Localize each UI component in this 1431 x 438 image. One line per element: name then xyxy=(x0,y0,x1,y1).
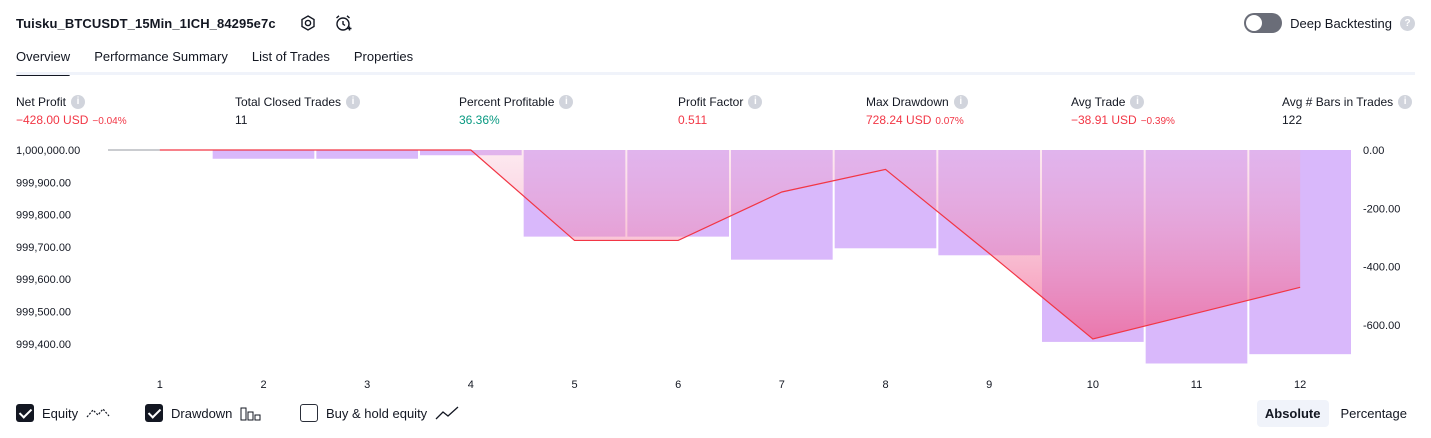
metric-label: Profit Factor xyxy=(678,94,744,109)
tabs-divider xyxy=(16,72,1415,75)
tab-list-of-trades[interactable]: List of Trades xyxy=(251,49,330,64)
report-header: Tuisku_BTCUSDT_15Min_1ICH_84295e7c Deep … xyxy=(0,0,1431,46)
metric-percent: −0.39% xyxy=(1140,116,1175,127)
legend-buy-hold[interactable]: Buy & hold equity xyxy=(300,404,459,422)
right-axis-tick: -400.00 xyxy=(1363,262,1400,274)
metric-percent: 0.07% xyxy=(935,116,964,127)
metric-percent-profitable: Percent Profitable i 36.36% xyxy=(459,94,574,127)
metric-label: Percent Profitable xyxy=(459,94,555,109)
settings-icon[interactable] xyxy=(298,13,318,33)
x-axis-tick: 10 xyxy=(1087,379,1099,391)
metric-net-profit: Net Profit i −428.00 USD −0.04% xyxy=(16,94,127,127)
x-axis-tick: 11 xyxy=(1191,379,1202,391)
metric-value: −38.91 USD xyxy=(1071,113,1137,127)
equity-area xyxy=(159,150,1301,339)
mode-absolute-button[interactable]: Absolute xyxy=(1256,400,1329,427)
metrics-row: Net Profit i −428.00 USD −0.04% Total Clos… xyxy=(0,94,1431,130)
drawdown-bar xyxy=(212,150,315,159)
metric-value: 36.36% xyxy=(459,113,500,127)
deep-backtesting-toggle[interactable] xyxy=(1244,13,1283,33)
right-axis-tick: -200.00 xyxy=(1363,203,1400,215)
metric-label: Net Profit xyxy=(16,94,67,109)
x-axis-tick: 3 xyxy=(364,379,370,391)
mode-percentage-button[interactable]: Percentage xyxy=(1340,406,1408,421)
x-axis-tick: 6 xyxy=(675,379,681,391)
drawdown-bar xyxy=(420,150,522,156)
equity-line xyxy=(159,149,1301,340)
x-axis-tick: 4 xyxy=(468,379,474,391)
left-axis-tick: 999,600.00 xyxy=(16,274,71,286)
x-axis-tick: 2 xyxy=(260,379,266,391)
metric-avg-trade: Avg Trade i −38.91 USD −0.39% xyxy=(1071,94,1175,127)
x-axis-tick: 7 xyxy=(779,379,785,391)
left-axis-tick: 999,900.00 xyxy=(16,177,71,189)
metric-label: Max Drawdown xyxy=(866,94,949,109)
left-axis-tick: 1,000,000.00 xyxy=(16,145,80,157)
x-axis-tick: 9 xyxy=(986,379,992,391)
buy-hold-line-icon xyxy=(435,406,459,420)
x-axis-tick: 8 xyxy=(882,379,888,391)
metric-value: 0.511 xyxy=(678,113,708,127)
info-icon[interactable]: i xyxy=(748,94,763,109)
x-axis-tick: 5 xyxy=(571,379,577,391)
left-axis-tick: 999,400.00 xyxy=(16,339,71,351)
legend-equity-label: Equity xyxy=(42,405,79,421)
right-axis-tick: 0.00 xyxy=(1363,145,1384,157)
legend-buy-hold-label: Buy & hold equity xyxy=(326,405,428,421)
metric-value: −428.00 USD xyxy=(16,113,89,127)
metric-max-drawdown: Max Drawdown i 728.24 USD 0.07% xyxy=(866,94,968,127)
deep-backtesting-control: Deep Backtesting ? xyxy=(1244,13,1415,33)
info-icon[interactable]: i xyxy=(71,94,86,109)
metric-value: 11 xyxy=(235,113,248,127)
buy-hold-checkbox[interactable] xyxy=(300,404,318,422)
legend-drawdown[interactable]: Drawdown xyxy=(145,404,262,422)
alarm-add-icon[interactable] xyxy=(333,13,353,33)
info-icon[interactable]: i xyxy=(1130,94,1145,109)
legend-drawdown-label: Drawdown xyxy=(171,405,233,421)
metric-value: 122 xyxy=(1282,113,1303,127)
metric-avg-bars-in-trades: Avg # Bars in Trades i 122 xyxy=(1282,94,1413,127)
drawdown-bars-icon xyxy=(240,407,261,421)
metric-percent: −0.04% xyxy=(92,116,127,127)
metric-value: 728.24 USD xyxy=(866,113,932,127)
chart-footer: Equity Drawdown Buy & hold equity Absolu… xyxy=(0,400,1431,430)
x-axis-tick: 12 xyxy=(1294,379,1306,391)
left-axis-tick: 999,500.00 xyxy=(16,307,71,319)
equity-chart[interactable]: 1,000,000.00 999,900.00 999,800.00 999,700.… xyxy=(0,138,1431,400)
tab-performance-summary[interactable]: Performance Summary xyxy=(94,49,228,64)
strategy-title: Tuisku_BTCUSDT_15Min_1ICH_84295e7c xyxy=(16,16,276,31)
drawdown-checkbox[interactable] xyxy=(145,404,163,422)
metric-label: Avg # Bars in Trades xyxy=(1282,94,1394,109)
tab-overview[interactable]: Overview xyxy=(16,46,71,76)
info-icon[interactable]: i xyxy=(1398,94,1413,109)
tab-properties[interactable]: Properties xyxy=(353,49,414,64)
drawdown-bar xyxy=(316,150,418,159)
chart-canvas[interactable]: 1,000,000.00 999,900.00 999,800.00 999,700.… xyxy=(0,138,1431,400)
info-icon[interactable]: i xyxy=(559,94,574,109)
metric-total-closed-trades: Total Closed Trades i 11 xyxy=(235,94,361,127)
info-icon[interactable]: i xyxy=(346,94,361,109)
x-axis-tick: 1 xyxy=(157,379,163,391)
metric-label: Avg Trade xyxy=(1071,94,1126,109)
left-axis-tick: 999,700.00 xyxy=(16,242,71,254)
help-icon[interactable]: ? xyxy=(1400,15,1415,31)
toggle-knob xyxy=(1246,15,1263,31)
deep-backtesting-label: Deep Backtesting xyxy=(1290,15,1392,31)
metric-label: Total Closed Trades xyxy=(235,94,342,109)
left-axis-tick: 999,800.00 xyxy=(16,210,71,222)
equity-checkbox[interactable] xyxy=(16,404,34,422)
legend-equity[interactable]: Equity xyxy=(16,404,110,422)
info-icon[interactable]: i xyxy=(953,94,968,109)
report-tabs: Overview Performance Summary List of Tra… xyxy=(16,46,414,76)
right-axis-tick: -600.00 xyxy=(1363,320,1400,332)
equity-line-icon xyxy=(86,408,110,418)
metric-profit-factor: Profit Factor i 0.511 xyxy=(678,94,763,127)
display-mode-switch: Absolute Percentage xyxy=(1256,400,1415,427)
